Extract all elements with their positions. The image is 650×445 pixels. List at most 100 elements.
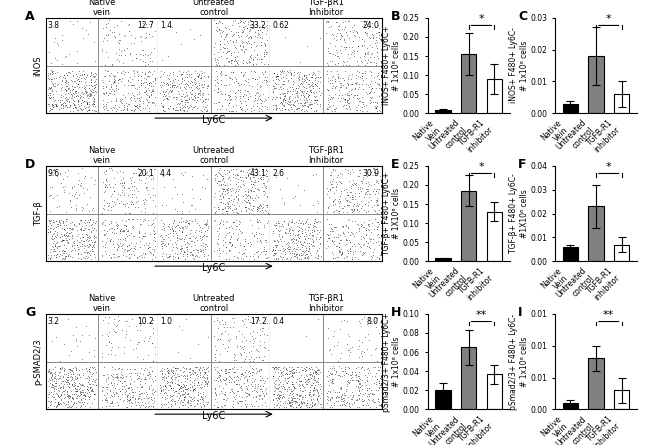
Point [231,332,241,339]
Point [214,225,224,232]
Point [73,99,83,106]
Point [177,71,188,78]
Point [129,102,140,109]
Point [121,388,131,395]
Point [161,81,171,88]
Point [110,76,120,83]
Point [278,223,288,230]
Point [283,105,293,113]
Point [372,79,382,86]
Point [298,78,308,85]
Point [157,239,168,246]
Point [79,71,89,78]
Point [357,376,367,384]
Point [341,240,351,247]
Point [212,399,222,406]
Point [166,88,176,95]
Point [347,166,358,173]
Point [85,251,96,259]
Point [218,375,229,382]
Point [181,391,192,398]
Point [363,187,373,194]
Point [98,38,109,45]
Point [212,79,222,86]
Point [353,363,363,370]
Point [341,44,351,51]
Point [248,57,258,64]
Point [109,32,119,39]
Point [84,101,94,108]
Point [74,385,85,392]
Point [330,61,340,68]
Point [77,234,87,241]
Point [298,83,308,90]
Point [101,341,111,348]
Point [77,71,88,78]
Point [192,397,203,404]
Point [99,372,109,379]
Point [276,68,286,75]
Point [81,375,92,382]
Point [130,204,140,211]
Point [354,173,364,180]
Text: *: * [478,162,484,172]
Point [156,367,166,374]
Point [55,234,65,241]
Point [227,185,237,192]
Point [248,107,259,114]
Point [71,323,81,330]
Point [122,199,133,206]
Point [309,373,319,380]
Point [177,191,187,198]
Point [283,385,294,392]
Point [133,76,144,83]
Point [194,381,204,388]
Point [279,394,289,401]
Point [179,93,190,101]
Point [158,103,168,110]
Point [168,229,178,236]
Point [346,218,357,225]
Point [339,401,349,408]
Point [140,196,150,203]
Point [247,388,257,395]
Point [49,74,59,81]
Point [343,247,353,254]
Point [120,222,131,229]
Point [328,333,338,340]
Point [256,249,266,256]
Point [299,400,309,407]
Point [299,72,309,79]
Point [84,218,94,225]
Point [112,80,123,87]
Point [126,376,136,383]
Point [244,59,255,66]
Point [57,84,67,91]
Point [73,101,83,108]
Point [293,378,304,385]
Point [327,177,337,184]
Point [276,83,287,90]
Point [307,73,317,81]
Point [116,197,126,204]
Point [341,197,352,204]
Point [83,89,93,96]
Point [372,70,383,77]
Point [242,59,252,66]
Point [162,74,173,81]
Point [372,224,382,231]
Point [242,167,253,174]
Point [359,61,370,69]
Point [133,105,144,112]
Point [283,100,294,107]
Point [273,75,283,82]
Point [120,388,131,396]
Point [231,181,241,188]
Point [177,228,187,235]
Point [158,250,168,257]
Point [88,95,99,102]
Point [148,404,159,411]
Point [261,403,271,410]
Point [193,372,203,379]
Point [350,84,361,91]
